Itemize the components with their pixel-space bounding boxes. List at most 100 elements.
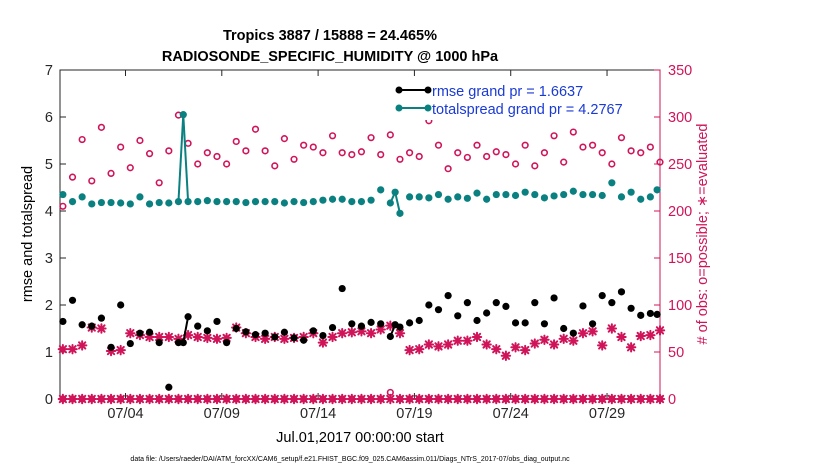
rmse-point: [377, 320, 385, 328]
obs-evaluated-marker: [279, 333, 290, 345]
obs-possible-marker: [136, 136, 144, 145]
totalspread-point: [473, 189, 481, 197]
obs-evaluated-stroke: [212, 334, 222, 343]
obs-evaluated-stroke: [511, 394, 520, 404]
totalspread-point: [405, 193, 414, 201]
obs-evaluated-marker: [558, 333, 569, 345]
obs-evaluated-stroke: [617, 394, 626, 404]
obs-possible-marker: [348, 151, 356, 159]
totalspread-point: [588, 190, 597, 199]
obs-evaluated-stroke: [78, 394, 87, 404]
obs-evaluated-marker: [645, 329, 656, 341]
obs-possible-marker: [251, 125, 260, 133]
series-totalspread: [59, 111, 661, 217]
rmse-point: [213, 317, 221, 326]
obs-evaluated-marker: [163, 393, 175, 405]
obs-possible-marker: [309, 143, 317, 151]
obs-evaluated-marker: [211, 333, 223, 345]
obs-evaluated-stroke: [626, 394, 636, 404]
rmse-point: [531, 299, 539, 307]
obs-evaluated-stroke: [598, 394, 607, 404]
x-tick-label: 07/04: [107, 406, 143, 422]
obs-evaluated-marker: [597, 340, 608, 351]
totalspread-point: [444, 195, 452, 203]
obs-evaluated-stroke: [511, 343, 520, 352]
obs-evaluated-stroke: [569, 336, 578, 345]
obs-evaluated-stroke: [521, 394, 530, 404]
obs-evaluated-stroke: [443, 394, 453, 404]
obs-evaluated-stroke: [463, 336, 472, 345]
totalspread-point: [184, 198, 192, 206]
obs-evaluated-stroke: [540, 394, 549, 404]
totalspread-point: [97, 198, 106, 207]
obs-evaluated-stroke: [68, 345, 77, 354]
obs-evaluated-marker: [548, 393, 560, 405]
rmse-point: [579, 302, 587, 310]
obs-evaluated-marker: [414, 393, 425, 405]
obs-evaluated-marker: [481, 339, 492, 350]
totalspread-point: [117, 199, 125, 207]
totalspread-point: [261, 198, 269, 206]
obs-possible-marker: [68, 173, 77, 181]
obs-evaluated-marker: [491, 393, 502, 405]
rmse-point: [444, 292, 452, 300]
obs-evaluated-marker: [356, 393, 367, 405]
obs-evaluated-marker: [558, 393, 569, 405]
obs-evaluated-stroke: [366, 329, 376, 338]
obs-possible-marker: [97, 123, 106, 131]
rmse-point: [338, 284, 346, 293]
obs-evaluated-stroke: [203, 394, 212, 404]
obs-possible-marker: [88, 177, 96, 185]
obs-possible-marker: [232, 137, 240, 146]
obs-evaluated-marker: [471, 393, 483, 405]
y-right-tick-label: 150: [668, 251, 692, 267]
obs-possible-marker: [280, 135, 288, 143]
obs-evaluated-stroke: [347, 328, 356, 337]
obs-evaluated-marker: [654, 393, 666, 405]
y-left-tick-label: 3: [45, 251, 53, 267]
rmse-point: [328, 323, 337, 332]
obs-possible-marker: [492, 148, 500, 156]
obs-evaluated-stroke: [415, 345, 424, 354]
obs-possible-marker: [560, 158, 568, 166]
legend-totalspread-label: totalspread grand pr = 4.2767: [432, 102, 623, 118]
obs-evaluated-marker: [279, 393, 290, 405]
rmse-point: [97, 314, 106, 322]
obs-evaluated-marker: [96, 323, 107, 334]
totalspread-point: [617, 193, 626, 201]
obs-evaluated-marker: [250, 393, 261, 405]
y-right-tick-label: 300: [668, 110, 692, 126]
obs-evaluated-marker: [317, 337, 329, 348]
obs-evaluated-stroke: [588, 327, 597, 336]
rmse-point: [396, 323, 404, 331]
totalspread-point: [165, 199, 173, 207]
obs-possible-marker: [521, 141, 529, 149]
chart-title-line2: RADIOSONDE_SPECIFIC_HUMIDITY @ 1000 hPa: [162, 49, 499, 65]
totalspread-segment: [182, 114, 190, 202]
obs-evaluated-stroke: [212, 394, 222, 404]
rmse-point: [232, 324, 240, 333]
totalspread-point: [203, 197, 211, 205]
obs-evaluated-marker: [288, 393, 300, 405]
rmse-point: [492, 299, 500, 307]
rmse-point: [540, 320, 549, 328]
obs-evaluated-stroke: [607, 324, 616, 333]
totalspread-point: [319, 196, 327, 204]
obs-evaluated-marker: [491, 343, 502, 355]
totalspread-point: [251, 198, 260, 206]
obs-evaluated-marker: [635, 393, 646, 405]
obs-evaluated-stroke: [646, 330, 655, 340]
obs-evaluated-stroke: [540, 335, 549, 344]
obs-evaluated-marker: [510, 342, 521, 353]
obs-evaluated-marker: [635, 330, 646, 342]
totalspread-point: [155, 198, 163, 207]
obs-evaluated-stroke: [424, 394, 434, 404]
rmse-point: [483, 309, 491, 317]
totalspread-point: [653, 186, 661, 194]
obs-evaluated-stroke: [549, 394, 559, 404]
rmse-point: [261, 329, 269, 337]
rmse-point: [319, 331, 327, 340]
obs-evaluated-marker: [317, 393, 329, 405]
obs-possible-marker: [78, 135, 86, 144]
obs-evaluated-stroke: [155, 394, 164, 404]
